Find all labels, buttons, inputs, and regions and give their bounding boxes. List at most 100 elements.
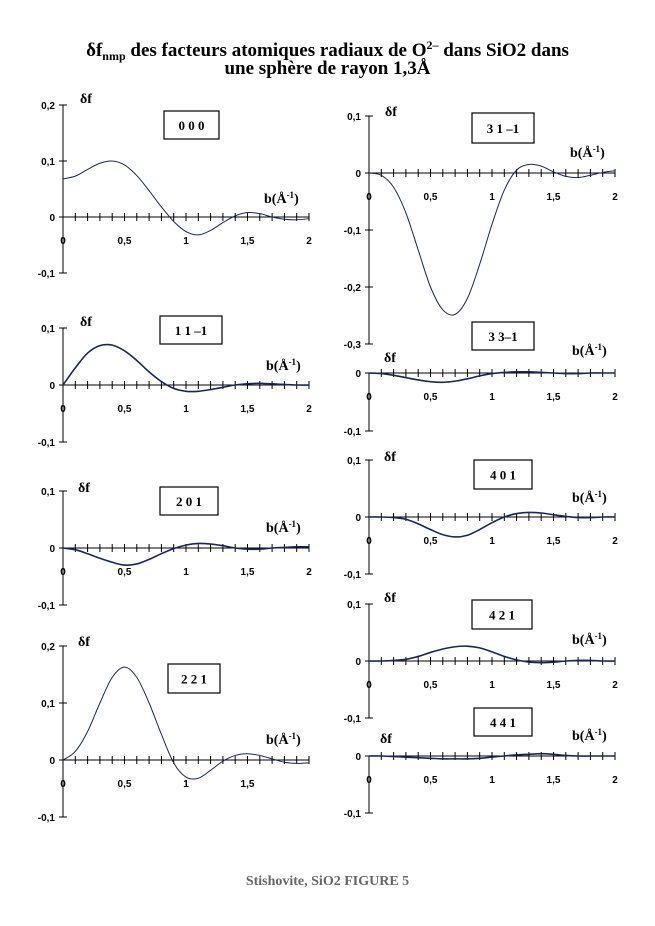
reflection-label: 2 2 1 — [181, 672, 207, 687]
y-tick-label: -0,3 — [344, 340, 362, 351]
figure-title-line2: une sphère de rayon 1,3Å — [224, 58, 431, 79]
reflection-label-box — [473, 707, 533, 737]
x-axis-label: b(Å-1) — [572, 489, 607, 506]
x-tick-label: 0 — [60, 236, 66, 247]
y-axis-label: δf — [80, 92, 92, 107]
y-tick-label: 0 — [49, 381, 55, 392]
reflection-label-box — [471, 112, 535, 144]
reflection-label-box — [159, 315, 223, 345]
y-tick-label: 0,1 — [347, 112, 361, 123]
y-tick-label: 0,2 — [41, 101, 55, 112]
series-line — [368, 645, 616, 664]
x-tick-label: 0,5 — [118, 779, 132, 790]
x-tick-label: 1 — [489, 775, 495, 786]
y-axis-label: δf — [78, 635, 90, 650]
y-tick-label: -0,1 — [38, 601, 56, 612]
series-line — [62, 160, 310, 236]
reflection-label-box — [471, 599, 533, 630]
reflection-label: 1 1 –1 — [175, 323, 208, 338]
reflection-label: 3 3–1 — [488, 329, 517, 344]
reflection-label: 4 0 1 — [490, 468, 516, 483]
series-line — [368, 752, 615, 760]
reflection-label: 4 4 1 — [490, 715, 516, 730]
y-tick-label: -0,1 — [38, 813, 56, 824]
series-line — [368, 511, 616, 538]
x-tick-label: 0 — [60, 404, 66, 415]
x-tick-label: 2 — [306, 236, 312, 247]
y-tick-label: 0 — [355, 169, 361, 180]
x-tick-label: 1,5 — [547, 392, 561, 403]
x-tick-label: 0 — [60, 567, 66, 578]
reflection-label-box — [159, 486, 219, 516]
y-tick-label: -0,1 — [344, 427, 362, 438]
reflection-label-box — [163, 110, 220, 140]
x-axis-label: b(Å-1) — [266, 519, 301, 536]
chart-panel-4: 0,1 0 -0,1 -0,2 -0,3 0 0,5 1 1,5 2 δf b(Å-1) 3 1 –1 — [344, 105, 618, 351]
x-tick-label: 1 — [489, 392, 495, 403]
x-tick-label: 1,5 — [241, 236, 255, 247]
x-tick-label: 1,5 — [241, 404, 255, 415]
x-tick-label: 1 — [489, 192, 495, 203]
series-line — [62, 343, 310, 393]
y-tick-label: 0,2 — [41, 642, 55, 653]
y-tick-label: 0 — [355, 513, 361, 524]
y-tick-label: 0 — [355, 752, 361, 763]
x-tick-label: 0,5 — [118, 567, 132, 578]
x-axis-label: b(Å-1) — [572, 342, 607, 359]
x-tick-label: 0,5 — [424, 536, 438, 547]
figure-caption: Stishovite, SiO2 FIGURE 5 — [245, 874, 410, 889]
x-tick-label: 1 — [183, 236, 189, 247]
x-tick-label: 1,5 — [547, 775, 561, 786]
y-axis-label: δf — [385, 105, 397, 120]
figure-title-line1: δfnmp des facteurs atomiques radiaux de … — [86, 38, 569, 63]
x-tick-label: 1 — [489, 536, 495, 547]
reflection-label-box — [473, 459, 533, 490]
x-tick-label: 0,5 — [424, 680, 438, 691]
y-tick-label: 0 — [49, 756, 55, 767]
x-axis-label: b(Å-1) — [264, 190, 299, 207]
y-tick-label: -0,1 — [344, 714, 362, 725]
x-tick-label: 0 — [366, 192, 372, 203]
x-axis-label: b(Å-1) — [266, 357, 301, 374]
chart-panel-1: 0,1 0 -0,1 0 0,5 1 1,5 2 δf b(Å-1) 1 1 –1 — [38, 315, 312, 449]
reflection-label: 0 0 0 — [179, 118, 205, 133]
chart-panel-7: 0,1 0 -0,1 0 0,5 1 1,5 2 δf b(Å-1) 4 2 1 — [344, 591, 618, 725]
x-tick-label: 0 — [60, 779, 66, 790]
y-axis-label: δf — [384, 591, 396, 606]
y-tick-label: 0,1 — [41, 324, 55, 335]
x-tick-label: 0,5 — [118, 404, 132, 415]
x-tick-label: 0 — [366, 680, 372, 691]
y-tick-label: -0,1 — [38, 269, 56, 280]
x-tick-label: 1,5 — [547, 192, 561, 203]
x-tick-label: 0,5 — [424, 775, 438, 786]
chart-panel-0: 0,2 0,1 0 -0,1 0 0,5 1 1,5 2 δf b(Å-1) 0 0 0 — [38, 92, 312, 280]
chart-panel-3: 0,2 0,1 0 -0,1 0 0,5 1 1,5 δf b(Å-1) 2 2 1 — [38, 635, 310, 824]
x-axis-label: b(Å-1) — [572, 631, 607, 648]
x-tick-label: 0 — [366, 775, 372, 786]
x-tick-label: 0 — [366, 392, 372, 403]
x-tick-label: 0,5 — [424, 192, 438, 203]
y-tick-label: -0,1 — [344, 226, 362, 237]
x-tick-label: 2 — [612, 392, 618, 403]
chart-panel-2: 0,1 0 -0,1 0 0,5 1 1,5 2 δf b(Å-1) 2 0 1 — [38, 481, 312, 612]
y-tick-label: 0,1 — [347, 600, 361, 611]
y-tick-label: -0,1 — [344, 809, 362, 820]
reflection-label-box — [167, 663, 221, 694]
series-line — [62, 666, 310, 780]
x-tick-label: 1,5 — [547, 536, 561, 547]
x-tick-label: 2 — [612, 775, 618, 786]
series-line — [62, 542, 310, 566]
x-tick-label: 2 — [306, 567, 312, 578]
x-axis-label: b(Å-1) — [572, 727, 607, 744]
x-tick-label: 1,5 — [547, 680, 561, 691]
y-axis-label: δf — [380, 732, 392, 747]
y-axis-label: δf — [384, 351, 396, 366]
reflection-label: 4 2 1 — [489, 608, 515, 623]
y-tick-label: 0,1 — [347, 456, 361, 467]
reflection-label: 2 0 1 — [176, 494, 202, 509]
x-tick-label: 0,5 — [118, 236, 132, 247]
x-axis-label: b(Å-1) — [570, 144, 605, 161]
x-tick-label: 2 — [612, 680, 618, 691]
y-tick-label: 0 — [355, 657, 361, 668]
